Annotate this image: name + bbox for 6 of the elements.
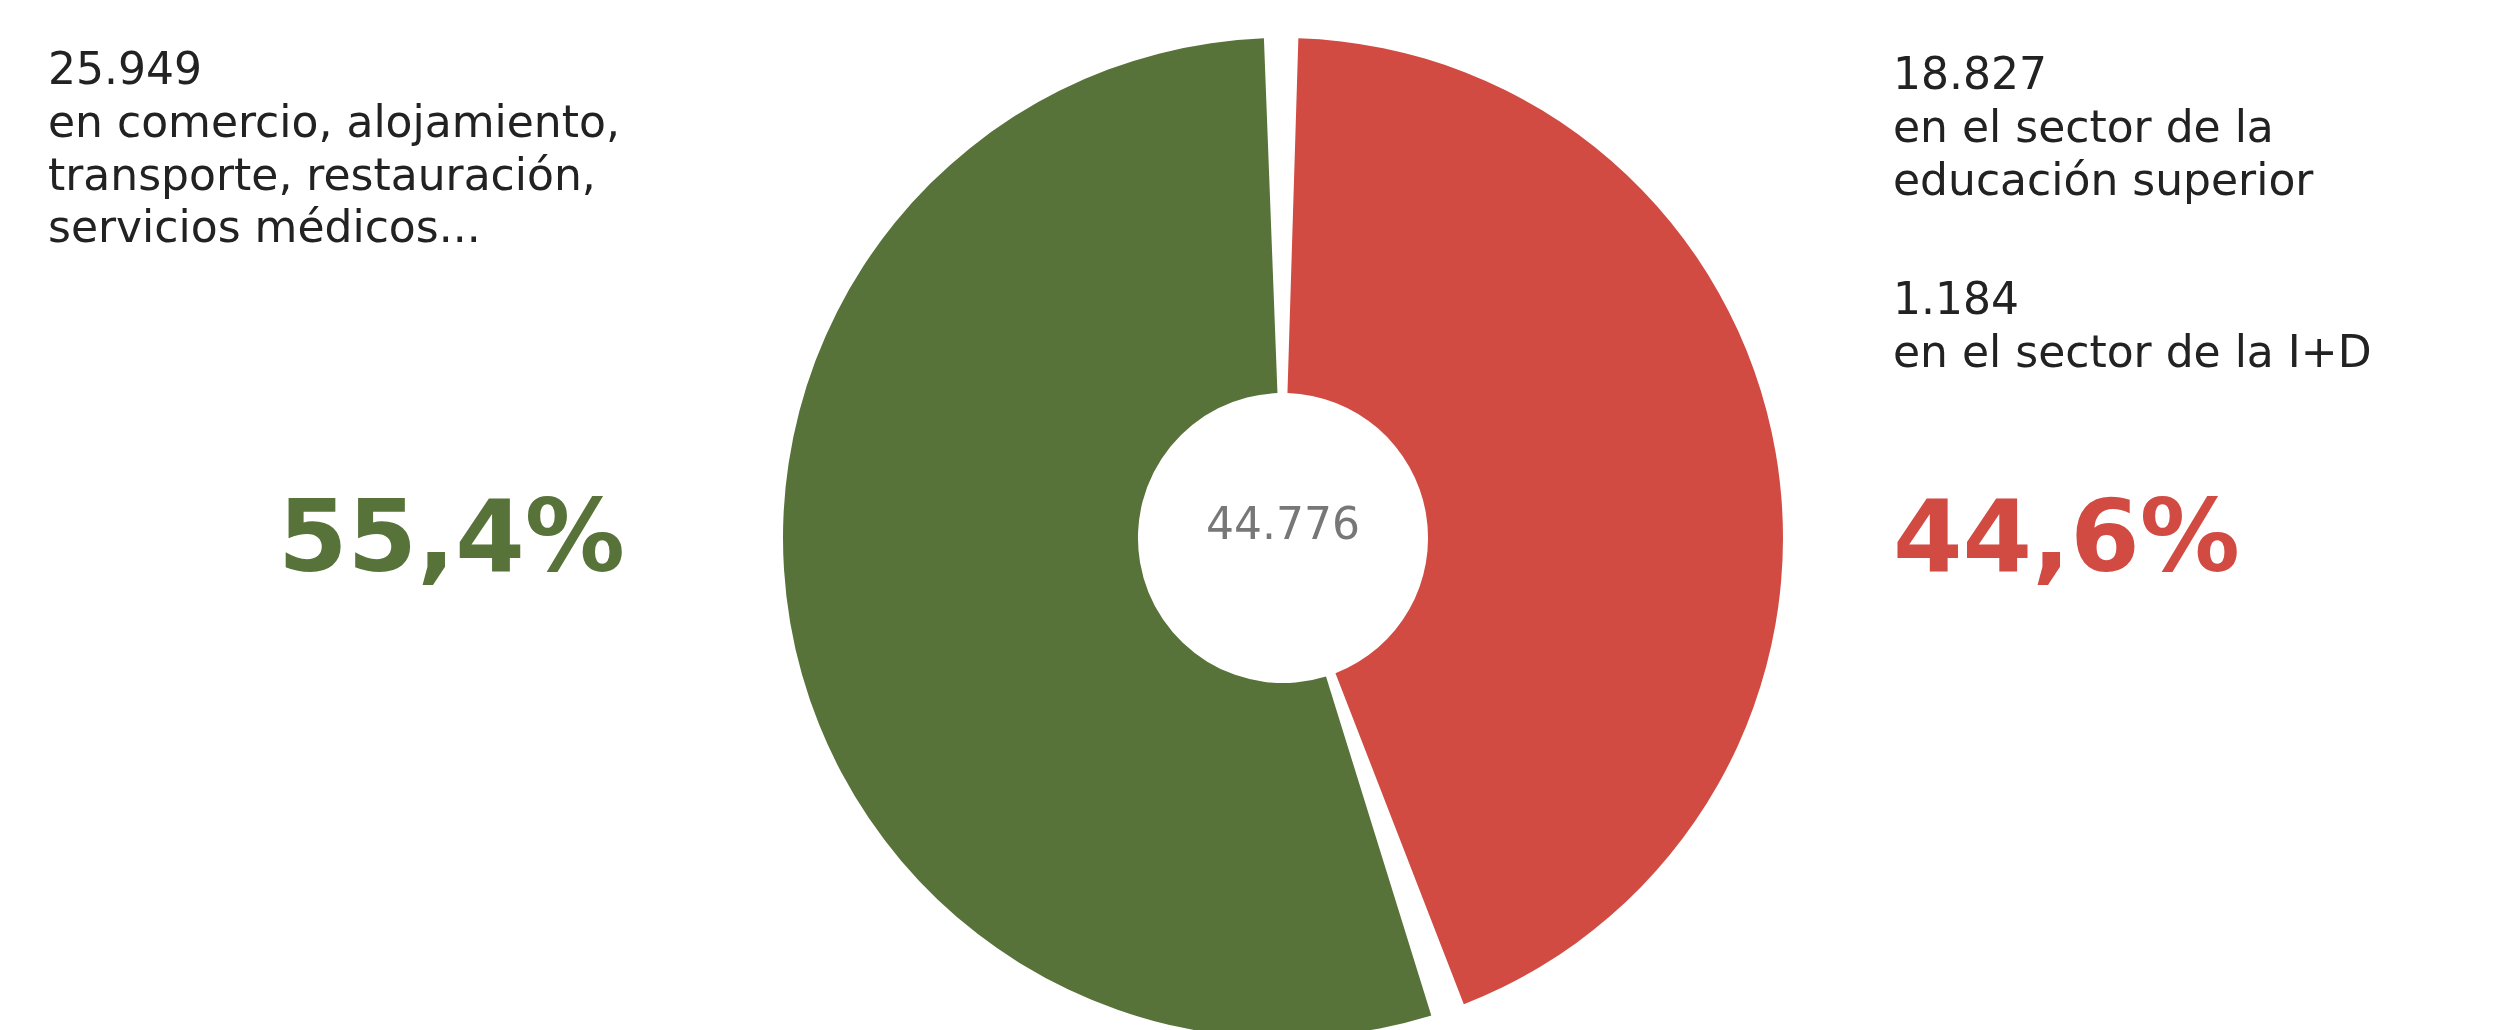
text: 25.949 en comercio, alojamiento, transporte, restauración, servicios médicos... bbox=[48, 43, 620, 255]
text: 44.776 bbox=[1205, 498, 1361, 551]
text: 1.184 en el sector de la I+D bbox=[1893, 273, 2372, 379]
data-label: 44,6% bbox=[1893, 478, 2240, 595]
data-label: 55,4% bbox=[278, 478, 625, 595]
text: 18.827 en el sector de la educación superior bbox=[1893, 48, 2314, 207]
